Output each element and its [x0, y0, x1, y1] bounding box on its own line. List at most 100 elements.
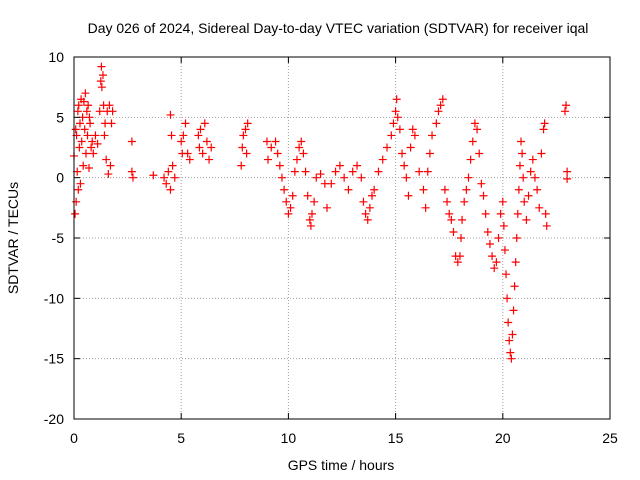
data-point — [502, 270, 511, 279]
data-point — [470, 119, 479, 128]
data-point — [271, 137, 280, 146]
data-point — [464, 173, 473, 182]
data-point — [445, 209, 454, 218]
data-point — [522, 215, 531, 224]
data-point — [282, 197, 291, 206]
x-tick-label: 25 — [602, 430, 618, 446]
data-point — [378, 155, 387, 164]
data-point — [74, 185, 83, 194]
data-point — [286, 203, 295, 212]
y-axis-label: SDTVAR / TECUs — [5, 182, 21, 294]
data-point — [340, 173, 349, 182]
data-point — [400, 161, 409, 170]
data-point — [185, 155, 194, 164]
data-point — [82, 149, 91, 158]
x-tick-label: 15 — [388, 430, 404, 446]
data-point — [331, 167, 340, 176]
data-point — [359, 197, 368, 206]
data-point — [520, 197, 529, 206]
x-tick-label: 20 — [495, 430, 511, 446]
data-point — [164, 167, 173, 176]
data-point — [460, 197, 469, 206]
data-point — [77, 137, 86, 146]
data-point — [434, 107, 443, 116]
data-point — [443, 197, 452, 206]
data-point — [537, 149, 546, 158]
data-point — [468, 137, 477, 146]
data-point — [503, 294, 512, 303]
data-point — [74, 101, 83, 110]
data-point — [81, 89, 90, 98]
data-point — [519, 173, 528, 182]
data-point — [496, 209, 505, 218]
data-point — [290, 167, 299, 176]
data-point — [237, 161, 246, 170]
data-point — [76, 119, 85, 128]
data-point — [238, 143, 247, 152]
data-point — [97, 62, 106, 71]
data-point — [102, 155, 111, 164]
data-point — [494, 234, 503, 242]
data-point — [391, 107, 400, 116]
data-point — [517, 137, 526, 146]
data-point — [344, 185, 353, 194]
data-point — [365, 203, 374, 212]
data-point — [455, 252, 464, 261]
data-point — [393, 113, 402, 122]
data-point — [524, 191, 533, 200]
data-point — [449, 227, 458, 236]
data-point — [299, 149, 308, 158]
data-point — [181, 119, 190, 128]
data-point — [492, 258, 501, 267]
data-point — [196, 125, 205, 134]
data-point — [80, 125, 89, 134]
data-point — [149, 171, 158, 180]
data-point — [93, 139, 102, 148]
chart-title: Day 026 of 2024, Sidereal Day-to-day VTE… — [88, 20, 589, 36]
data-point — [316, 170, 325, 179]
data-point — [500, 246, 509, 255]
data-point — [127, 137, 136, 146]
data-point — [97, 83, 106, 92]
data-point — [438, 95, 447, 104]
data-point — [166, 185, 175, 194]
data-point — [425, 149, 434, 158]
data-point — [348, 167, 357, 176]
data-points — [70, 62, 572, 363]
data-point — [513, 209, 522, 218]
data-point — [127, 167, 136, 176]
data-point — [370, 185, 379, 194]
data-point — [89, 149, 98, 158]
data-point — [514, 185, 523, 194]
data-point — [87, 143, 96, 152]
data-point — [458, 215, 467, 224]
data-point — [526, 167, 535, 176]
data-point — [363, 215, 372, 224]
data-point — [264, 155, 273, 164]
x-axis-label: GPS time / hours — [288, 457, 395, 473]
data-point — [530, 173, 539, 182]
data-point — [419, 185, 428, 194]
data-point — [86, 119, 95, 128]
data-point — [280, 185, 289, 194]
data-point — [383, 143, 392, 152]
data-point — [168, 161, 177, 170]
x-tick-label: 5 — [177, 430, 185, 446]
y-tick-label: -15 — [44, 351, 64, 367]
data-point — [73, 107, 82, 116]
data-point — [71, 209, 80, 218]
data-point — [85, 113, 94, 122]
data-point — [292, 155, 301, 164]
data-point — [542, 221, 551, 230]
data-point — [79, 97, 88, 106]
data-point — [88, 137, 97, 146]
data-point — [297, 137, 306, 146]
data-point — [508, 330, 517, 339]
data-point — [128, 173, 137, 182]
data-point — [490, 264, 499, 273]
data-point — [73, 167, 82, 176]
data-point — [262, 137, 271, 146]
data-point — [505, 336, 514, 345]
data-point — [481, 209, 490, 218]
